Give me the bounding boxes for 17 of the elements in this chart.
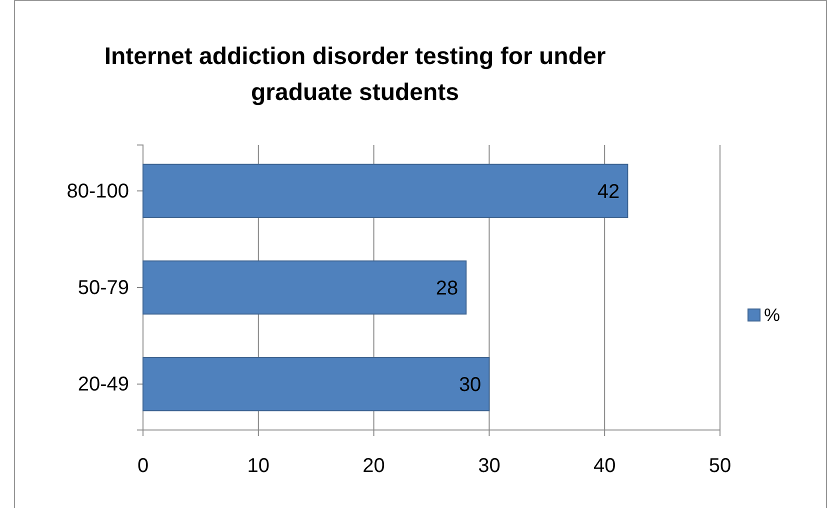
data-label: 30 — [458, 374, 482, 396]
y-tick-label: 20-49 — [78, 374, 129, 396]
x-tick-label: 0 — [137, 455, 149, 478]
bar — [142, 357, 490, 412]
legend-label: % — [764, 305, 780, 325]
chart-title: Internet addiction disorder testing for under graduate students — [104, 43, 606, 106]
x-tick-label: 40 — [593, 455, 616, 478]
data-label: 42 — [597, 180, 620, 203]
y-tick-label: 80-100 — [66, 180, 129, 202]
x-tick-label: 10 — [247, 455, 270, 478]
x-tick-label: 30 — [478, 455, 500, 478]
x-tick-label: 50 — [708, 455, 732, 478]
data-label: 28 — [436, 278, 458, 300]
x-tick-label: 20 — [362, 455, 385, 478]
y-tick-label: 50-79 — [78, 276, 129, 299]
bar — [142, 164, 628, 218]
bar — [142, 260, 467, 315]
